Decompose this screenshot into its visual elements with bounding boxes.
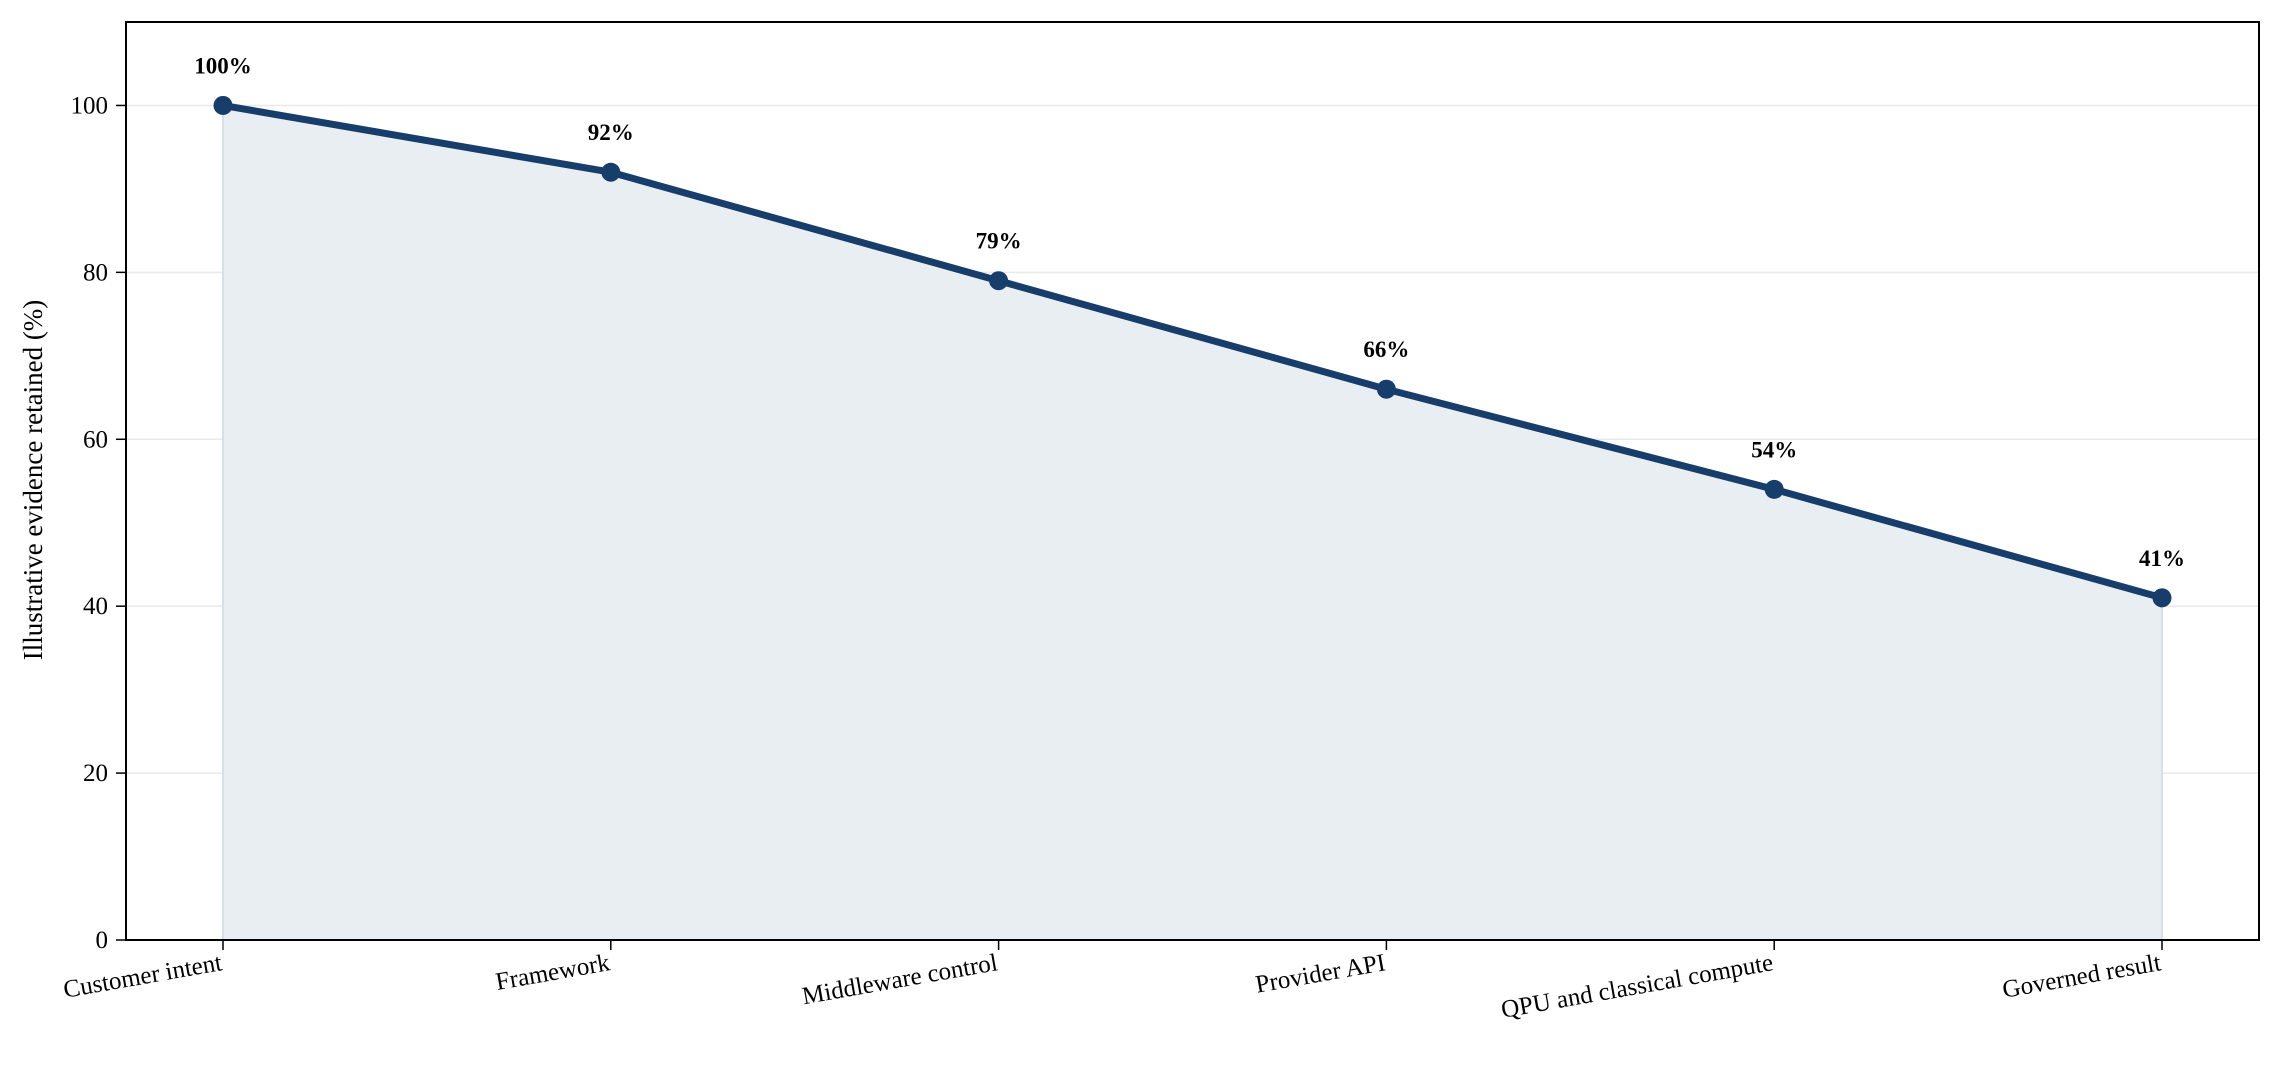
y-axis-title: Illustrative evidence retained (%): [18, 300, 48, 661]
x-tick-label: Framework: [494, 949, 613, 996]
data-label: 54%: [1751, 437, 1797, 462]
data-label: 100%: [194, 53, 252, 78]
data-labels: 100% 92% 79% 66% 54% 41%: [194, 53, 2185, 570]
data-points: [213, 95, 2172, 608]
data-point: [1376, 379, 1396, 399]
data-point: [213, 95, 233, 115]
data-point: [601, 162, 621, 182]
data-point: [2152, 588, 2172, 608]
x-tick-label: Middleware control: [800, 949, 1000, 1010]
y-tick-label: 60: [83, 426, 108, 453]
data-label: 66%: [1363, 337, 1409, 362]
area-fill: [223, 105, 2162, 941]
plot-frame: [125, 21, 2260, 941]
y-tick-label: 100: [71, 92, 109, 119]
drop-lines: [222, 105, 2163, 940]
x-tick-label: QPU and classical compute: [1499, 949, 1775, 1023]
y-tick-label: 40: [83, 593, 108, 620]
y-tick-label: 80: [83, 259, 108, 286]
y-tick-label: 0: [96, 927, 109, 954]
x-tick-label: Customer intent: [61, 949, 224, 1003]
data-label: 92%: [588, 120, 634, 145]
y-tick-label: 20: [83, 760, 108, 787]
data-point: [989, 271, 1009, 291]
series-line: [222, 102, 2163, 602]
x-tick-label: Governed result: [2000, 949, 2163, 1003]
data-point: [1764, 479, 1784, 499]
x-tick-label: Provider API: [1253, 949, 1387, 998]
y-axis-ticks: 0 20 40 60 80 100: [71, 92, 126, 954]
data-label: 41%: [2139, 546, 2185, 571]
x-axis-ticks: Customer intent Framework Middleware contr…: [61, 940, 2163, 1024]
data-label: 79%: [976, 229, 1022, 254]
